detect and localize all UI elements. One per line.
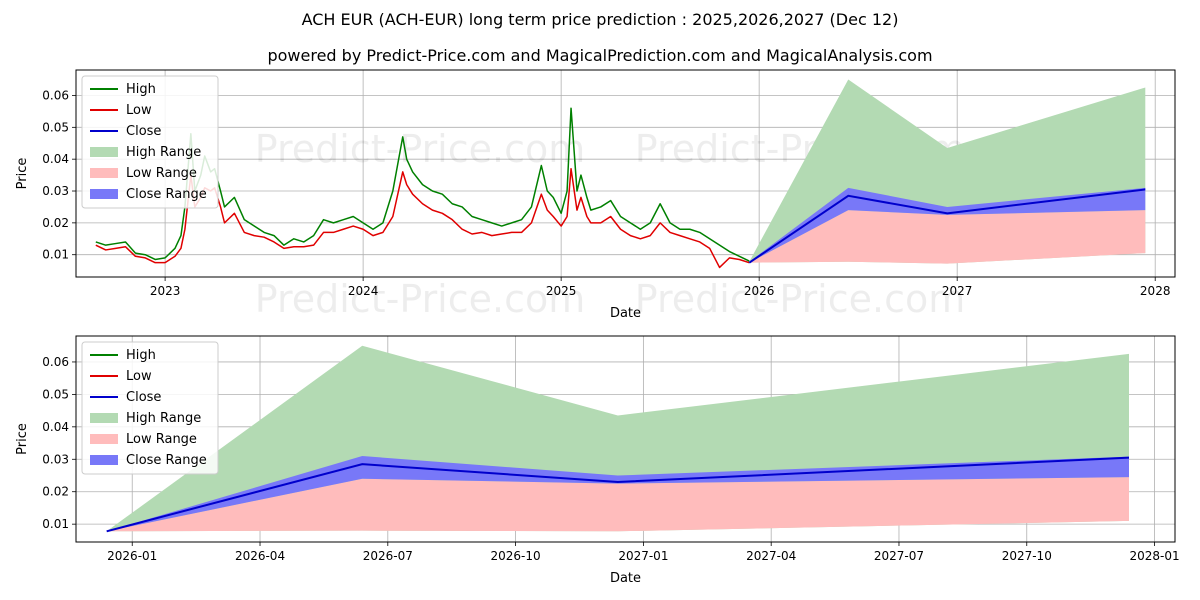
- x-tick-label: 2026-10: [491, 549, 541, 563]
- y-tick-label: 0.06: [42, 88, 69, 102]
- low-range-area: [106, 477, 1129, 532]
- y-tick-label: 0.02: [42, 485, 69, 499]
- watermark-text: Predict-Price.com: [255, 127, 586, 171]
- legend-high-range-swatch: [90, 413, 118, 423]
- y-axis-label: Price: [15, 423, 30, 455]
- legend-close-range-swatch: [90, 455, 118, 465]
- plot-frame: [75, 335, 1176, 543]
- x-tick-label: 2026: [744, 284, 775, 298]
- legend-close-range-swatch: [90, 189, 118, 199]
- x-tick-label: 2027: [942, 284, 973, 298]
- legend-high-range-label: High Range: [126, 145, 201, 160]
- plot-frame: [75, 69, 1176, 278]
- legend-low-range-swatch: [90, 168, 118, 178]
- close-range-area: [106, 456, 1129, 532]
- x-tick-label: 2028: [1140, 284, 1171, 298]
- legend-high-label: High: [126, 82, 156, 97]
- y-tick-label: 0.01: [42, 248, 69, 262]
- x-tick-label: 2023: [150, 284, 181, 298]
- legend-close-range-label: Close Range: [126, 453, 207, 468]
- y-tick-label: 0.03: [42, 184, 69, 198]
- x-tick-label: 2025: [546, 284, 577, 298]
- x-tick-label: 2024: [348, 284, 379, 298]
- chart-title: ACH EUR (ACH-EUR) long term price predic…: [301, 10, 899, 29]
- y-tick-label: 0.06: [42, 355, 69, 369]
- y-tick-label: 0.05: [42, 120, 69, 134]
- watermark-text: Predict-Price.com: [255, 277, 586, 321]
- legend-high-label: High: [126, 348, 156, 363]
- legend-low-range-swatch: [90, 434, 118, 444]
- x-tick-label: 2026-01: [107, 549, 157, 563]
- watermark-text: Predict-Price.com: [635, 277, 966, 321]
- legend-close-label: Close: [126, 124, 161, 139]
- x-tick-label: 2026-04: [235, 549, 285, 563]
- y-tick-label: 0.05: [42, 387, 69, 401]
- chart-subtitle: powered by Predict-Price.com and Magical…: [267, 46, 933, 65]
- legend-high-range-label: High Range: [126, 411, 201, 426]
- y-tick-label: 0.04: [42, 152, 69, 166]
- x-axis-label: Date: [610, 306, 641, 321]
- y-tick-label: 0.04: [42, 420, 69, 434]
- y-tick-label: 0.01: [42, 517, 69, 531]
- x-tick-label: 2026-07: [363, 549, 413, 563]
- legend-close-label: Close: [126, 390, 161, 405]
- x-axis-label: Date: [610, 571, 641, 586]
- legend-low-range-label: Low Range: [126, 432, 197, 447]
- x-tick-label: 2028-01: [1129, 549, 1179, 563]
- legend-high-range-swatch: [90, 147, 118, 157]
- legend-low-label: Low: [126, 103, 152, 118]
- y-tick-label: 0.03: [42, 452, 69, 466]
- legend-low-label: Low: [126, 369, 152, 384]
- close-series-line: [748, 188, 1146, 264]
- x-tick-label: 2027-07: [874, 549, 924, 563]
- x-tick-label: 2027-04: [746, 549, 796, 563]
- legend-low-range-label: Low Range: [126, 166, 197, 181]
- x-tick-label: 2027-10: [1002, 549, 1052, 563]
- low-range-area: [749, 210, 1146, 264]
- y-axis-label: Price: [15, 158, 30, 190]
- x-tick-label: 2027-01: [618, 549, 668, 563]
- close-series-line: [106, 456, 1130, 533]
- close-range-area: [749, 187, 1146, 263]
- y-tick-label: 0.02: [42, 216, 69, 230]
- legend-close-range-label: Close Range: [126, 187, 207, 202]
